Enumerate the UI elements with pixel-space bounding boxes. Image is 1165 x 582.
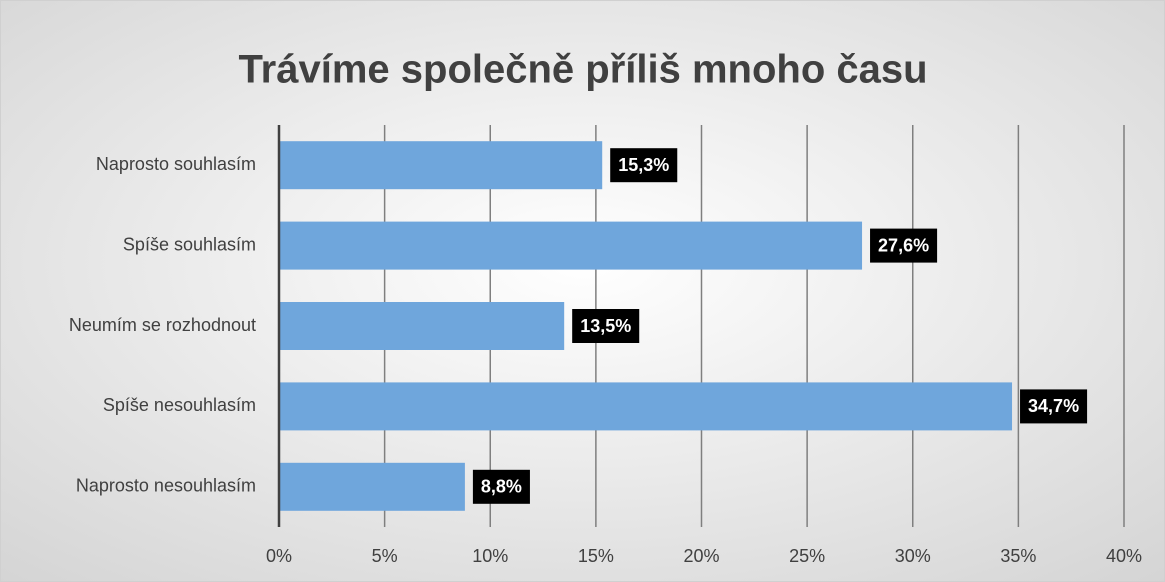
data-label-box — [870, 228, 938, 263]
data-label: 8,8% — [472, 469, 530, 504]
category-label: Spíše nesouhlasím — [103, 395, 256, 415]
bar — [279, 141, 603, 190]
x-tick-label: 30% — [895, 546, 931, 566]
chart-title: Trávíme společně příliš mnoho času — [238, 48, 927, 92]
data-label: 15,3% — [610, 148, 678, 183]
bar — [279, 221, 863, 270]
data-label-box — [472, 469, 530, 504]
data-label-text: 15,3% — [618, 155, 669, 175]
x-tick-label: 20% — [683, 546, 719, 566]
x-tick-label: 25% — [789, 546, 825, 566]
category-label: Neumím se rozhodnout — [69, 315, 256, 335]
data-label-text: 34,7% — [1028, 396, 1079, 416]
data-label: 13,5% — [572, 309, 640, 343]
x-tick-label: 40% — [1106, 546, 1142, 566]
data-label-text: 8,8% — [481, 477, 522, 497]
data-label-text: 13,5% — [580, 316, 631, 336]
category-label: Spíše souhlasím — [123, 234, 256, 254]
data-label: 34,7% — [1020, 389, 1088, 424]
bar — [279, 462, 465, 511]
x-tick-label: 10% — [472, 546, 508, 566]
data-label-text: 27,6% — [878, 235, 929, 255]
data-label-box — [610, 148, 678, 183]
x-tick-label: 15% — [578, 546, 614, 566]
x-tick-label: 0% — [266, 546, 292, 566]
data-label-box — [572, 309, 640, 343]
category-label: Naprosto souhlasím — [96, 154, 256, 174]
x-tick-label: 5% — [372, 546, 398, 566]
bar — [279, 302, 565, 350]
data-label-box — [1020, 389, 1088, 424]
bar — [279, 382, 1013, 431]
data-label: 27,6% — [870, 228, 938, 263]
category-label: Naprosto nesouhlasím — [76, 476, 256, 496]
x-tick-label: 35% — [1000, 546, 1036, 566]
